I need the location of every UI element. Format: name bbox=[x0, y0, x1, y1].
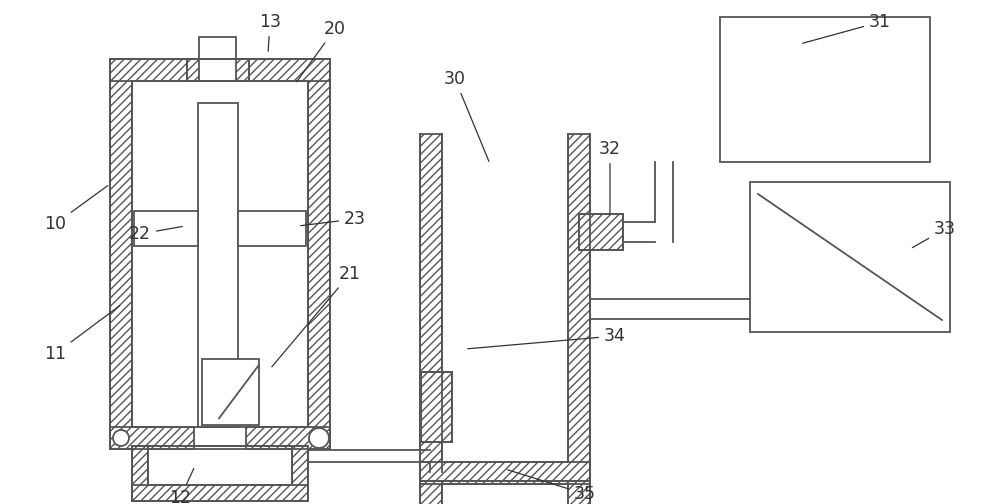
Bar bbox=[246, 427, 330, 449]
Bar bbox=[308, 59, 330, 449]
Bar bbox=[421, 372, 452, 442]
Bar bbox=[132, 446, 308, 501]
Text: 32: 32 bbox=[599, 140, 621, 213]
Bar bbox=[442, 134, 568, 462]
Bar bbox=[568, 134, 590, 484]
Bar bbox=[110, 59, 330, 81]
Text: 12: 12 bbox=[169, 469, 194, 504]
Bar bbox=[292, 446, 308, 501]
Bar bbox=[720, 17, 930, 162]
Text: 30: 30 bbox=[444, 70, 489, 161]
Bar bbox=[187, 59, 249, 81]
Bar bbox=[187, 59, 249, 81]
Bar bbox=[238, 211, 306, 246]
Bar bbox=[199, 37, 236, 81]
Circle shape bbox=[309, 428, 329, 448]
Bar bbox=[148, 446, 292, 485]
Bar bbox=[134, 211, 198, 246]
Bar bbox=[148, 446, 292, 485]
Bar bbox=[110, 59, 330, 449]
Text: 13: 13 bbox=[259, 13, 281, 51]
Text: 35: 35 bbox=[508, 470, 596, 503]
Text: 23: 23 bbox=[301, 210, 366, 228]
Bar bbox=[420, 462, 590, 484]
Bar bbox=[579, 214, 623, 250]
Bar bbox=[132, 446, 148, 501]
Bar bbox=[420, 481, 442, 504]
Bar bbox=[579, 214, 623, 250]
Bar bbox=[421, 372, 452, 442]
Bar bbox=[202, 359, 259, 425]
Text: 31: 31 bbox=[803, 13, 891, 43]
Circle shape bbox=[113, 430, 129, 446]
Text: 10: 10 bbox=[44, 185, 108, 233]
Text: 33: 33 bbox=[912, 220, 956, 247]
Bar bbox=[132, 81, 308, 427]
Bar bbox=[442, 481, 568, 504]
Bar bbox=[110, 427, 194, 449]
Bar bbox=[110, 59, 132, 449]
Bar bbox=[568, 481, 590, 504]
Text: 34: 34 bbox=[468, 327, 626, 349]
Bar bbox=[132, 81, 308, 427]
Bar bbox=[442, 481, 568, 504]
Text: 20: 20 bbox=[297, 20, 346, 82]
Bar bbox=[420, 481, 590, 504]
Text: 21: 21 bbox=[272, 265, 361, 367]
Bar bbox=[198, 103, 238, 427]
Text: 22: 22 bbox=[129, 225, 182, 243]
Bar bbox=[750, 182, 950, 332]
Text: 11: 11 bbox=[44, 305, 120, 363]
Bar bbox=[132, 485, 308, 501]
Bar bbox=[420, 134, 442, 484]
